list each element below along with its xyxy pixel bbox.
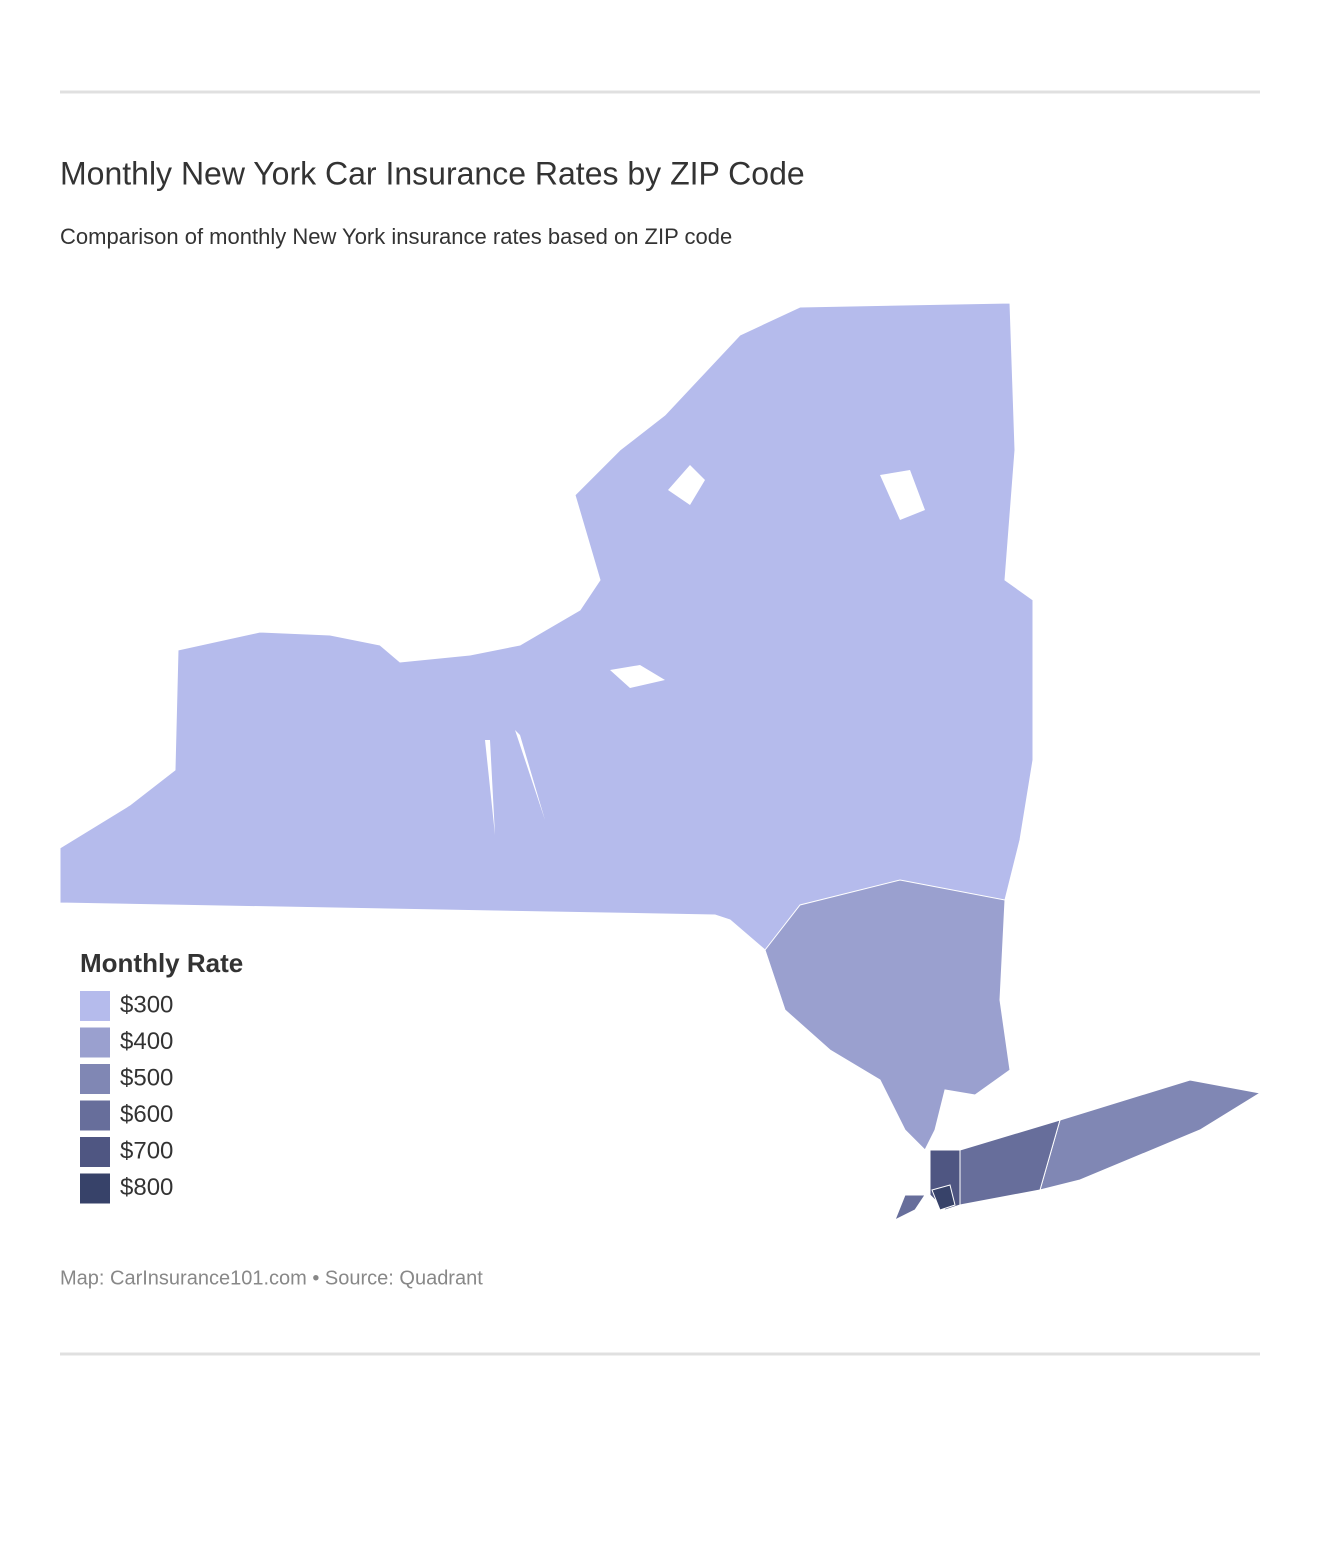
legend-label: $600: [120, 1101, 173, 1128]
legend-swatch: [80, 1064, 110, 1094]
subtitle: Comparison of monthly New York insurance…: [60, 224, 732, 249]
legend-label: $500: [120, 1064, 173, 1091]
legend-label: $800: [120, 1174, 173, 1201]
footer: Map: CarInsurance101.com • Source: Quadr…: [60, 1267, 483, 1289]
legend-label: $300: [120, 991, 173, 1018]
brooklyn-region: [931, 1184, 956, 1211]
legend-label: $700: [120, 1137, 173, 1164]
legend-swatch: [80, 991, 110, 1021]
staten-island: [894, 1194, 926, 1222]
legend-swatch: [80, 1100, 110, 1131]
map: [59, 302, 1262, 1222]
legend-swatch: [80, 1137, 110, 1167]
hudson-region: [764, 879, 1011, 1151]
legend-title: Monthly Rate: [80, 948, 243, 978]
title: Monthly New York Car Insurance Rates by …: [60, 155, 805, 191]
legend-label: $400: [120, 1028, 173, 1055]
legend-swatch: [80, 1027, 110, 1058]
legend: $300 $400 $500 $600 $700 $800: [80, 991, 173, 1204]
legend-swatch: [80, 1173, 110, 1204]
